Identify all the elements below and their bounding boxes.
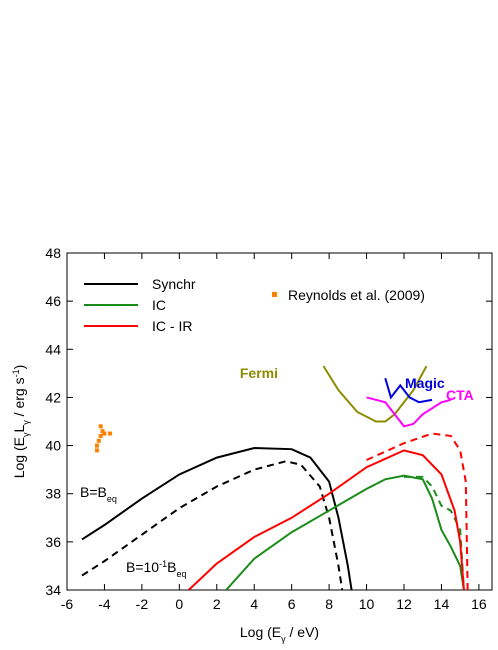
data-point [100, 429, 105, 434]
y-tick-label: 38 [45, 486, 61, 502]
series-line [81, 446, 353, 590]
x-tick-label: 16 [471, 596, 487, 612]
curve-label: Fermi [240, 365, 278, 381]
series-line [384, 377, 433, 404]
text-part: B=10 [126, 559, 159, 575]
data-point [108, 431, 113, 436]
y-axis-label: Log (EγLγ / erg s-1) [11, 365, 31, 479]
data-point [102, 431, 107, 436]
legend-label: IC - IR [152, 318, 192, 334]
text-part: ) [11, 365, 27, 370]
y-tick-label: 48 [45, 245, 61, 261]
x-tick-label: 2 [213, 596, 221, 612]
data-point [98, 433, 103, 438]
plot-frame [66, 252, 493, 591]
text-part: eq [107, 494, 117, 504]
text-part: γ [281, 634, 286, 644]
y-tick-label: 44 [45, 341, 61, 357]
y-tick-label: 36 [45, 534, 61, 550]
series-line [225, 474, 465, 590]
series-line [366, 396, 452, 428]
data-point [98, 424, 103, 429]
curve-label: CTA [446, 387, 474, 403]
x-tick-label: 0 [175, 596, 183, 612]
text-part: B=B [80, 484, 107, 500]
text-part: γ [21, 432, 31, 437]
x-tick-label: -2 [136, 596, 149, 612]
text-part: γ [21, 420, 31, 425]
text-part: / erg s [11, 377, 27, 420]
text-part: Log (E [11, 437, 27, 478]
series-line [404, 475, 465, 590]
text-part: / eV) [286, 624, 319, 640]
x-axis-label: Log (Eγ / eV) [240, 624, 319, 644]
legend-label: Reynolds et al. (2009) [288, 287, 425, 303]
series-line [188, 449, 465, 590]
x-tick-label: 10 [359, 596, 375, 612]
data-point [94, 448, 99, 453]
y-tick-label: 40 [45, 438, 61, 454]
series-line [81, 460, 344, 590]
annotation: B=10-1Beq [126, 559, 186, 579]
text-part: L [11, 425, 27, 433]
x-tick-label: 6 [288, 596, 296, 612]
curve-label: Magic [405, 375, 445, 391]
annotation: B=Beq [80, 484, 117, 504]
legend-label: Synchr [152, 276, 196, 292]
x-tick-label: 4 [250, 596, 258, 612]
text-part: Log (E [240, 624, 281, 640]
x-tick-label: 14 [434, 596, 450, 612]
series-line [322, 365, 428, 423]
data-point [96, 438, 101, 443]
y-tick-label: 46 [45, 293, 61, 309]
y-tick-label: 34 [45, 582, 61, 598]
y-tick-label: 42 [45, 389, 61, 405]
data-point [94, 443, 99, 448]
x-tick-label: 8 [325, 596, 333, 612]
text-part: -1 [159, 559, 167, 569]
x-tick-label: -4 [98, 596, 111, 612]
series-line [366, 432, 469, 590]
legend-label: IC [152, 297, 166, 313]
text-part: -1 [11, 369, 21, 377]
x-tick-label: -6 [61, 596, 74, 612]
text-part: B [167, 559, 176, 575]
legend-marker [272, 292, 277, 297]
x-tick-label: 12 [396, 596, 412, 612]
text-part: eq [176, 569, 186, 579]
